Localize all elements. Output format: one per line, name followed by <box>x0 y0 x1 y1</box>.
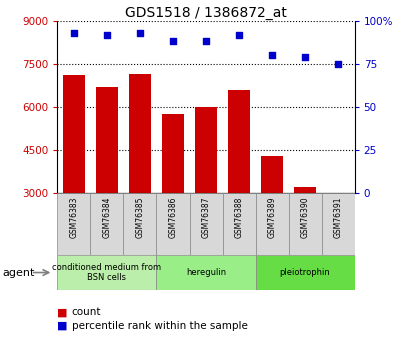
Bar <box>90 193 123 255</box>
Text: GSM76383: GSM76383 <box>69 196 78 238</box>
Bar <box>228 90 249 193</box>
Bar <box>222 193 255 255</box>
Text: GSM76391: GSM76391 <box>333 196 342 238</box>
Bar <box>255 255 354 290</box>
Text: GSM76390: GSM76390 <box>300 196 309 238</box>
Bar <box>261 156 282 193</box>
Bar <box>129 74 151 193</box>
Point <box>136 30 143 36</box>
Text: GSM76389: GSM76389 <box>267 196 276 238</box>
Bar <box>156 193 189 255</box>
Text: pleiotrophin: pleiotrophin <box>279 268 330 277</box>
Bar <box>255 193 288 255</box>
Text: count: count <box>72 307 101 317</box>
Bar <box>321 193 354 255</box>
Text: conditioned medium from
BSN cells: conditioned medium from BSN cells <box>52 263 161 282</box>
Text: agent: agent <box>2 268 34 277</box>
Point <box>334 61 341 67</box>
Point <box>169 39 176 44</box>
Bar <box>195 107 216 193</box>
Bar <box>123 193 156 255</box>
Bar <box>189 193 222 255</box>
Text: GSM76388: GSM76388 <box>234 196 243 238</box>
Text: GSM76384: GSM76384 <box>102 196 111 238</box>
Bar <box>57 193 90 255</box>
Point <box>301 54 308 60</box>
Point <box>70 30 77 36</box>
Bar <box>288 193 321 255</box>
Bar <box>294 187 315 193</box>
Title: GDS1518 / 1386872_at: GDS1518 / 1386872_at <box>125 6 286 20</box>
Bar <box>96 87 117 193</box>
Text: GSM76386: GSM76386 <box>168 196 177 238</box>
Text: GSM76387: GSM76387 <box>201 196 210 238</box>
Text: GSM76385: GSM76385 <box>135 196 144 238</box>
Point <box>235 32 242 37</box>
Bar <box>63 75 84 193</box>
Text: ■: ■ <box>57 307 68 317</box>
Point <box>103 32 110 37</box>
Point <box>268 52 275 58</box>
Text: heregulin: heregulin <box>186 268 225 277</box>
Bar <box>162 114 183 193</box>
Bar <box>156 255 255 290</box>
Point <box>202 39 209 44</box>
Bar <box>57 255 156 290</box>
Text: ■: ■ <box>57 321 68 331</box>
Text: percentile rank within the sample: percentile rank within the sample <box>72 321 247 331</box>
